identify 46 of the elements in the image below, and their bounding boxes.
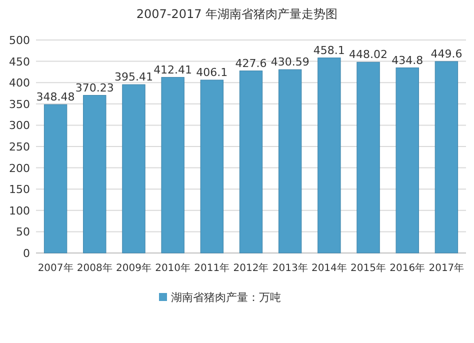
bar — [200, 80, 224, 254]
data-label: 434.8 — [392, 54, 424, 67]
data-label: 430.59 — [270, 56, 310, 69]
y-tick-label: 50 — [16, 226, 30, 239]
bar — [161, 77, 184, 254]
x-tick-label: 2017年 — [428, 262, 464, 274]
x-tick-label: 2012年 — [233, 262, 269, 274]
y-tick-label: 250 — [9, 140, 30, 154]
bar — [278, 69, 302, 254]
y-tick-label: 300 — [9, 119, 30, 132]
y-tick-label: 200 — [9, 162, 30, 175]
x-tick-label: 2013年 — [272, 262, 308, 274]
bar — [83, 95, 106, 254]
data-label: 458.1 — [313, 44, 345, 57]
bar — [396, 68, 419, 254]
data-label: 448.02 — [349, 48, 388, 62]
bar — [44, 104, 68, 254]
data-label: 427.6 — [235, 56, 267, 70]
x-tick-label: 2007年 — [38, 262, 74, 274]
x-tick-label: 2011年 — [194, 262, 230, 274]
chart-title: 2007-2017 年湖南省猪肉产量走势图 — [136, 7, 338, 21]
y-tick-label: 400 — [9, 76, 30, 90]
data-label: 348.48 — [36, 90, 75, 104]
data-label: 406.1 — [196, 66, 228, 79]
y-tick-label: 150 — [9, 183, 30, 196]
y-tick-label: 350 — [9, 98, 30, 111]
bar — [239, 70, 263, 254]
data-label: 395.41 — [114, 70, 153, 84]
bar — [122, 84, 146, 254]
y-tick-label: 0 — [23, 247, 30, 260]
y-tick-label: 450 — [9, 55, 30, 68]
x-tick-label: 2016年 — [390, 262, 426, 274]
x-tick-label: 2015年 — [350, 262, 386, 274]
bar — [356, 62, 380, 254]
x-tick-label: 2009年 — [116, 262, 152, 274]
text: 湖南省猪肉产量：万吨 — [171, 291, 281, 304]
x-tick-label: 2008年 — [76, 262, 112, 274]
x-tick-label: 2010年 — [155, 262, 191, 274]
data-label: 370.23 — [75, 81, 114, 94]
data-label: 449.6 — [430, 47, 462, 60]
data-label: 412.41 — [154, 63, 192, 76]
bar — [318, 58, 341, 254]
y-tick-label: 100 — [9, 204, 30, 218]
bar — [434, 61, 458, 254]
x-tick-label: 2014年 — [311, 262, 347, 274]
y-tick-label: 500 — [9, 34, 30, 47]
